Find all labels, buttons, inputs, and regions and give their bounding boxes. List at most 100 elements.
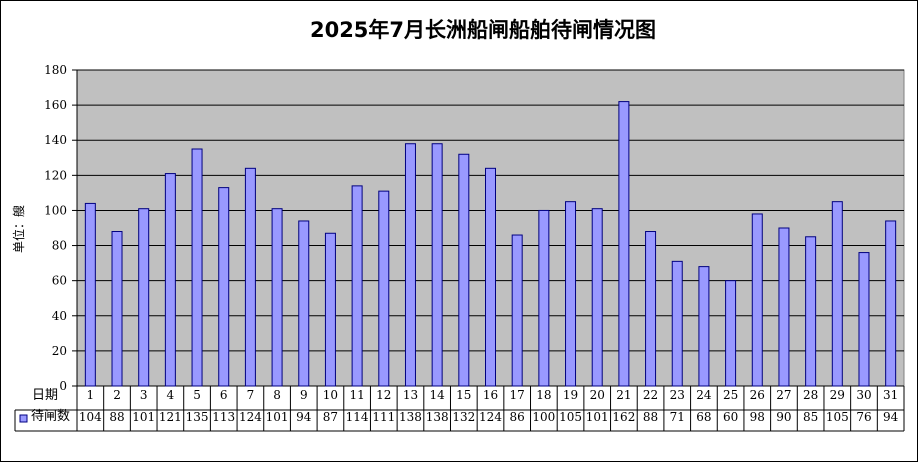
x-tick-label: 30 — [856, 388, 871, 402]
bar — [111, 231, 123, 387]
bar — [485, 167, 496, 387]
y-tick-label: 0 — [59, 379, 67, 393]
bar — [404, 143, 416, 387]
x-tick-label: 25 — [723, 388, 738, 402]
bar — [645, 231, 657, 387]
x-axis-label: 日期 — [32, 388, 58, 403]
bar — [298, 220, 310, 387]
bar — [378, 190, 390, 387]
bar — [671, 260, 683, 387]
data-label: 113 — [212, 410, 235, 424]
x-tick-label: 23 — [670, 388, 685, 402]
x-tick-label: 4 — [167, 388, 175, 402]
data-label: 71 — [670, 410, 685, 424]
x-tick-label: 1 — [87, 388, 95, 402]
bar — [751, 213, 763, 387]
x-tick-label: 17 — [510, 388, 525, 402]
bar — [618, 101, 630, 387]
data-label: 114 — [346, 410, 369, 424]
data-label: 101 — [586, 410, 609, 424]
data-label: 101 — [266, 410, 289, 424]
y-tick-label: 40 — [52, 309, 67, 323]
series-label: 待闸数 — [31, 409, 70, 424]
x-tick-label: 18 — [536, 388, 551, 402]
y-tick-label: 160 — [44, 98, 67, 112]
data-label: 88 — [643, 410, 658, 424]
data-label: 94 — [296, 410, 312, 424]
data-label: 138 — [426, 410, 449, 424]
x-tick-label: 14 — [430, 388, 446, 402]
plot-area: 0 20 40 60 80 100 120 140 160 180 — [44, 63, 905, 393]
y-tick-label: 120 — [44, 168, 67, 182]
x-tick-label: 9 — [300, 388, 308, 402]
x-tick-label: 28 — [803, 388, 818, 402]
data-label: 76 — [856, 410, 871, 424]
bar — [164, 173, 176, 387]
data-label: 101 — [132, 410, 155, 424]
x-tick-label: 31 — [883, 388, 898, 402]
data-label: 94 — [883, 410, 899, 424]
bar — [271, 208, 283, 387]
x-tick-label: 29 — [830, 388, 845, 402]
data-label: 124 — [479, 410, 502, 424]
data-label: 135 — [186, 410, 209, 424]
data-label: 90 — [776, 410, 791, 424]
bar — [725, 280, 737, 387]
data-label: 100 — [532, 410, 555, 424]
x-tick-label: 11 — [349, 388, 364, 402]
x-tick-label: 13 — [403, 388, 418, 402]
x-tick-label: 21 — [616, 388, 631, 402]
y-tick-label: 180 — [44, 63, 67, 77]
x-tick-label: 20 — [590, 388, 605, 402]
x-tick-label: 15 — [456, 388, 471, 402]
data-label: 68 — [696, 410, 711, 424]
x-tick-label: 8 — [273, 388, 281, 402]
data-label: 105 — [826, 410, 849, 424]
bar — [565, 201, 577, 387]
bar — [805, 236, 817, 387]
bar — [431, 143, 443, 387]
data-label: 86 — [510, 410, 525, 424]
y-axis-label: 单位：艘 — [11, 205, 26, 253]
bar — [218, 187, 230, 387]
y-tick-label: 60 — [52, 274, 67, 288]
bar — [698, 266, 710, 387]
x-tick-label: 6 — [220, 388, 228, 402]
x-tick-label: 19 — [563, 388, 578, 402]
x-tick-label: 2 — [113, 388, 121, 402]
x-tick-label: 7 — [247, 388, 255, 402]
x-tick-label: 27 — [776, 388, 791, 402]
bar — [458, 153, 470, 387]
y-tick-label: 20 — [52, 344, 67, 358]
data-label: 98 — [750, 410, 765, 424]
y-tick-label: 80 — [52, 239, 67, 253]
bar — [138, 208, 150, 387]
data-label: 85 — [803, 410, 818, 424]
data-label: 162 — [612, 410, 635, 424]
data-label: 60 — [723, 410, 738, 424]
x-tick-label: 10 — [323, 388, 338, 402]
bar — [778, 227, 790, 387]
x-tick-label: 24 — [696, 388, 712, 402]
data-label: 105 — [559, 410, 582, 424]
legend-swatch — [19, 414, 28, 423]
data-label: 104 — [79, 410, 102, 424]
bar — [538, 209, 550, 387]
x-tick-label: 12 — [376, 388, 391, 402]
chart-title: 2025年7月长洲船闸船舶待闸情况图 — [310, 18, 656, 42]
data-label: 87 — [323, 410, 338, 424]
x-tick-label: 26 — [750, 388, 765, 402]
x-tick-label: 5 — [193, 388, 201, 402]
data-label: 111 — [372, 410, 395, 424]
data-label: 138 — [399, 410, 422, 424]
bar — [591, 208, 603, 387]
bar — [511, 234, 523, 387]
bar — [831, 201, 843, 387]
bar — [324, 232, 336, 387]
y-tick-label: 140 — [44, 133, 67, 147]
data-table: 日期待闸数11042883101412151356113712481019941… — [14, 386, 905, 432]
bar — [244, 167, 256, 387]
bar — [885, 220, 897, 387]
